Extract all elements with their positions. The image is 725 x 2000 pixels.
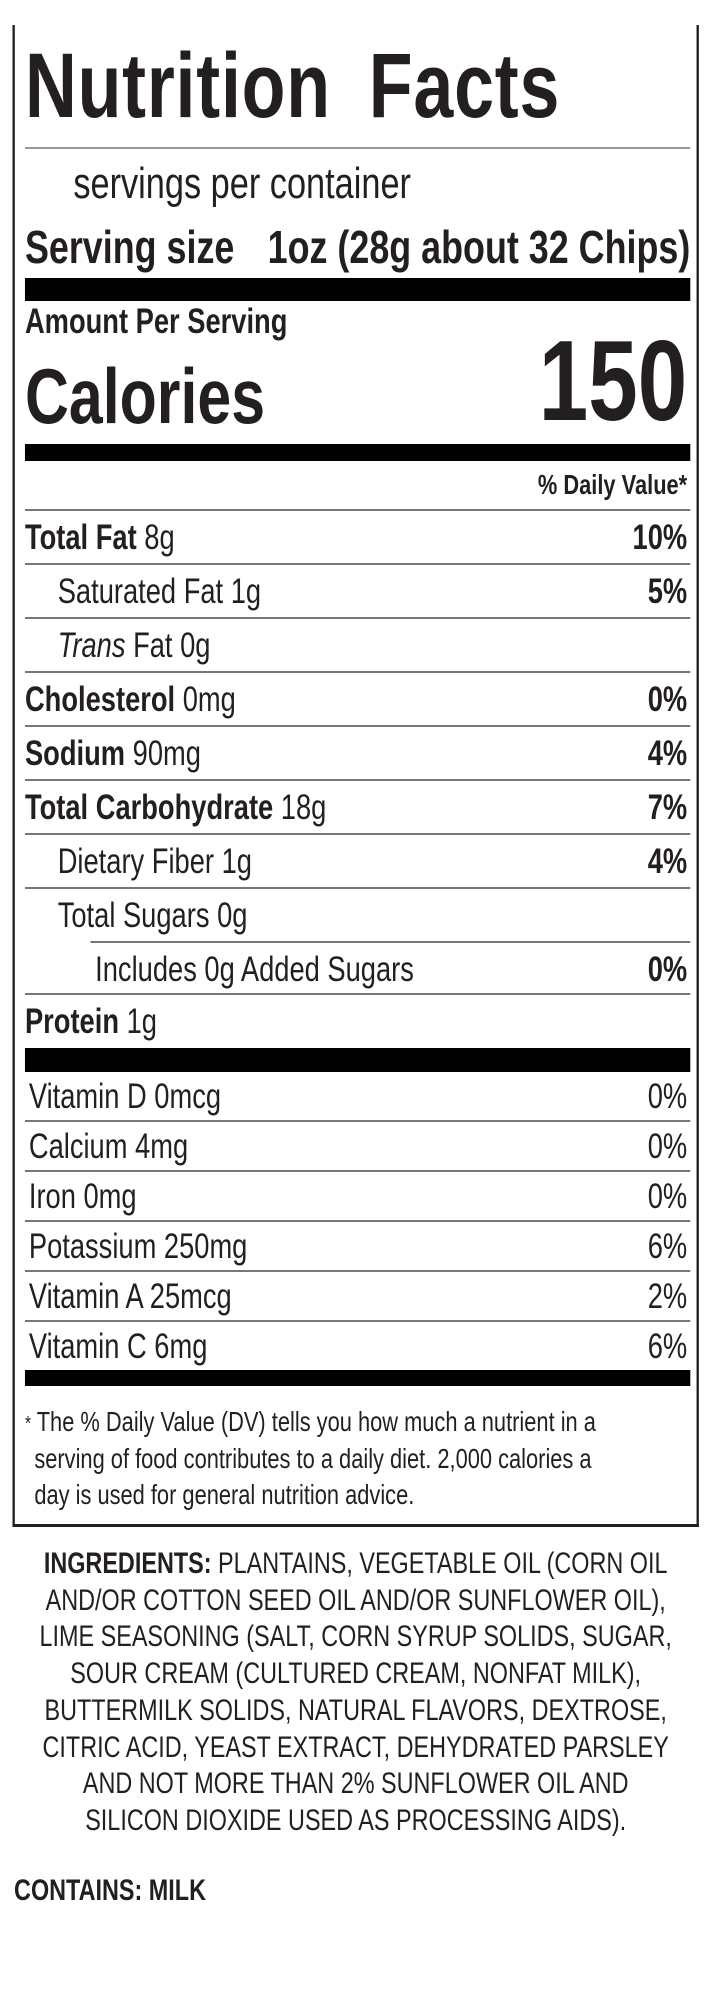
nutrient-row-trans-fat: Trans Fat 0g <box>24 619 691 673</box>
ingredients-line: AND NOT MORE THAN 2% SUNFLOWER OIL AND <box>82 1767 629 1801</box>
nutrient-dv: 4% <box>647 842 688 881</box>
nutrition-facts-label: Nutrition Facts servings per container S… <box>12 25 699 1527</box>
nutrient-row-sodium: Sodium 90mg 4% <box>24 727 691 781</box>
nutrient-row-protein: Protein 1g <box>25 995 690 1048</box>
label-title: Nutrition Facts <box>24 25 691 149</box>
vitamin-row: Vitamin D 0mcg 0% <box>24 1072 691 1122</box>
ingredients-line: BUTTERMILK SOLIDS, NATURAL FLAVORS, DEXT… <box>44 1693 667 1727</box>
footnote-line: The % Daily Value (DV) tells you how muc… <box>36 1406 596 1437</box>
nutrient-dv: 10% <box>632 518 688 557</box>
nutrient-amount: 0g <box>180 626 211 665</box>
serving-size-row: Serving size 1oz (28g about 32 Chips) <box>25 219 690 278</box>
servings-per-container: servings per container <box>73 159 411 208</box>
nutrient-name: Includes 0g Added Sugars <box>95 950 414 989</box>
vitamin-dv: 0% <box>647 1077 688 1116</box>
vitamin-dv: 0% <box>647 1177 688 1216</box>
serving-size-label: Serving size <box>24 221 235 273</box>
vitamin-row: Iron 0mg 0% <box>24 1172 691 1222</box>
ingredients-line: SOUR CREAM (CULTURED CREAM, NONFAT MILK)… <box>70 1657 642 1691</box>
allergen-statement: CONTAINS: MILK <box>14 1874 206 1907</box>
nutrient-name: Total Carbohydrate <box>24 788 274 827</box>
vitamin-row: Calcium 4mg 0% <box>24 1122 691 1172</box>
nutrient-amount: 1g <box>230 572 262 611</box>
daily-value-header: % Daily Value* <box>24 461 691 511</box>
calories-value: 150 <box>538 318 688 445</box>
nutrient-name: Saturated Fat <box>57 572 224 611</box>
medium-divider <box>24 444 691 461</box>
nutrient-name: Sodium <box>24 734 126 773</box>
nutrient-row-cholesterol: Cholesterol 0mg 0% <box>24 673 691 727</box>
nutrient-name: Total Fat <box>24 518 137 557</box>
nutrient-row-total-fat: Total Fat 8g 10% <box>24 511 691 565</box>
vitamin-text: Vitamin C 6mg <box>28 1327 208 1366</box>
vitamin-row: Vitamin C 6mg 6% <box>25 1322 690 1370</box>
serving-size-value: 1oz (28g about 32 Chips) <box>267 221 691 273</box>
nutrient-dv: 5% <box>647 572 688 611</box>
ingredients-line: CITRIC ACID, YEAST EXTRACT, DEHYDRATED P… <box>42 1730 669 1764</box>
vitamin-row: Potassium 250mg 6% <box>24 1222 691 1272</box>
nutrient-name: Total Sugars <box>57 896 210 935</box>
nutrient-amount: 1g <box>126 1002 157 1041</box>
footnote-line: day is used for general nutrition advice… <box>34 1479 415 1510</box>
vitamin-text: Potassium 250mg <box>28 1227 248 1266</box>
vitamin-text: Vitamin A 25mcg <box>28 1277 232 1316</box>
vitamin-dv: 0% <box>647 1127 688 1166</box>
footnote-asterisk: * <box>24 1413 32 1435</box>
nutrient-amount: 0mg <box>182 680 236 719</box>
nutrient-name: Fat <box>133 626 173 665</box>
nutrient-amount: 0g <box>217 896 248 935</box>
nutrient-dv: 7% <box>647 788 688 827</box>
nutrient-row-dietary-fiber: Dietary Fiber 1g 4% <box>24 835 691 889</box>
thick-divider <box>24 278 691 301</box>
medium-divider <box>24 1370 691 1386</box>
ingredients-heading: INGREDIENTS: <box>43 1547 212 1580</box>
vitamin-text: Vitamin D 0mcg <box>28 1077 222 1116</box>
footnote-line: serving of food contributes to a daily d… <box>34 1442 592 1474</box>
nutrient-row-total-carbohydrate: Total Carbohydrate 18g 7% <box>24 781 691 835</box>
ingredients-line: AND/OR COTTON SEED OIL AND/OR SUNFLOWER … <box>45 1583 666 1617</box>
nutrient-row-total-sugars: Total Sugars 0g <box>58 889 691 943</box>
vitamin-row: Vitamin A 25mcg 2% <box>24 1272 691 1322</box>
nutrient-dv: 0% <box>647 680 688 719</box>
daily-value-footnote: * The % Daily Value (DV) tells you how m… <box>25 1386 690 1514</box>
nutrient-amount: 1g <box>221 842 252 881</box>
amount-per-serving: Amount Per Serving <box>24 302 288 341</box>
nutrient-dv: 0% <box>647 950 688 989</box>
ingredients-line: PLANTAINS, VEGETABLE OIL (CORN OIL <box>211 1547 668 1580</box>
nutrient-row-saturated-fat: Saturated Fat 1g 5% <box>24 565 691 619</box>
nutrient-amount: 90mg <box>132 734 201 773</box>
vitamin-dv: 6% <box>647 1227 688 1266</box>
vitamin-dv: 2% <box>647 1277 688 1316</box>
ingredients-block: INGREDIENTS: PLANTAINS, VEGETABLE OIL (C… <box>12 1546 698 1840</box>
nutrient-dv: 4% <box>647 734 688 773</box>
calories-label: Calories <box>24 352 266 440</box>
ingredients-line: SILICON DIOXIDE USED AS PROCESSING AIDS)… <box>85 1803 627 1837</box>
nutrient-amount: 18g <box>280 788 327 827</box>
nutrient-row-added-sugars: Includes 0g Added Sugars 0% <box>24 943 691 995</box>
nutrient-name: Cholesterol <box>24 680 176 719</box>
vitamin-text: Calcium 4mg <box>28 1127 189 1166</box>
vitamin-text: Iron 0mg <box>28 1177 137 1216</box>
nutrient-name-italic: Trans <box>57 626 126 665</box>
nutrient-amount: 8g <box>144 518 175 557</box>
vitamin-dv: 6% <box>647 1327 688 1366</box>
calories-row: Calories 150 <box>24 325 690 444</box>
thick-divider <box>24 1048 691 1072</box>
nutrient-name: Dietary Fiber <box>57 842 214 881</box>
nutrient-name: Protein <box>24 1002 120 1041</box>
ingredients-line: LIME SEASONING (SALT, CORN SYRUP SOLIDS,… <box>39 1620 672 1654</box>
